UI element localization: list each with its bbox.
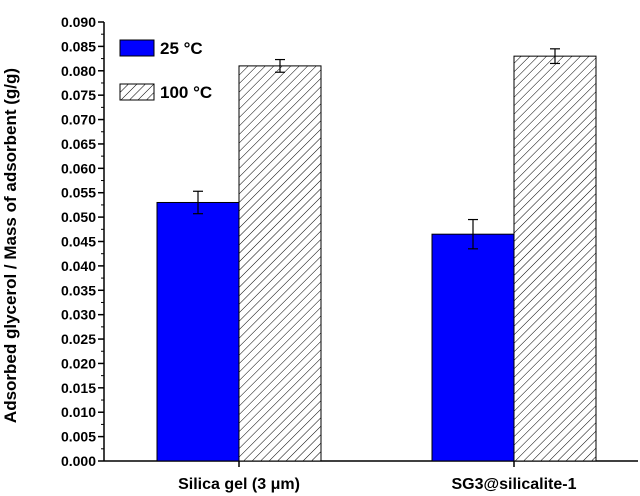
y-tick-label: 0.055 (61, 185, 96, 201)
bar-100c (238, 65, 322, 462)
y-tick-label: 0.070 (61, 112, 96, 128)
y-tick-label: 0.075 (61, 87, 96, 103)
y-tick-label: 0.005 (61, 429, 96, 445)
y-axis-label: Adsorbed glycerol / Mass of adsorbent (g… (1, 68, 20, 423)
x-category-label: SG3@silicalite-1 (452, 476, 577, 493)
bar-100c (513, 55, 597, 462)
y-tick-label: 0.000 (61, 453, 96, 469)
y-tick-label: 0.065 (61, 136, 96, 152)
y-tick-label: 0.085 (61, 38, 96, 54)
legend-swatch-100c (119, 83, 155, 101)
legend-swatch-25c (119, 39, 155, 57)
y-tick-label: 0.025 (61, 331, 96, 347)
y-tick-label: 0.060 (61, 160, 96, 176)
y-tick-label: 0.015 (61, 380, 96, 396)
y-tick-label: 0.040 (61, 258, 96, 274)
bars (156, 55, 597, 462)
y-tick-label: 0.030 (61, 307, 96, 323)
y-tick-label: 0.035 (61, 282, 96, 298)
y-tick-label: 0.050 (61, 209, 96, 225)
y-tick-label: 0.090 (61, 14, 96, 30)
y-tick-label: 0.010 (61, 404, 96, 420)
y-tick-label: 0.080 (61, 63, 96, 79)
legend-label-100c: 100 °C (160, 83, 212, 102)
axes: 0.000 0.005 0.010 0.015 0.020 0.025 0.030 0.035… (1, 14, 638, 493)
bar-25c (156, 201, 240, 462)
error-bars (193, 48, 560, 250)
y-tick-label: 0.045 (61, 234, 96, 250)
x-category-label: Silica gel (3 μm) (178, 476, 300, 493)
legend-label-25c: 25 °C (160, 39, 203, 58)
legend: 25 °C 100 °C (119, 39, 212, 102)
bar-25c (431, 233, 515, 462)
y-tick-label: 0.020 (61, 355, 96, 371)
